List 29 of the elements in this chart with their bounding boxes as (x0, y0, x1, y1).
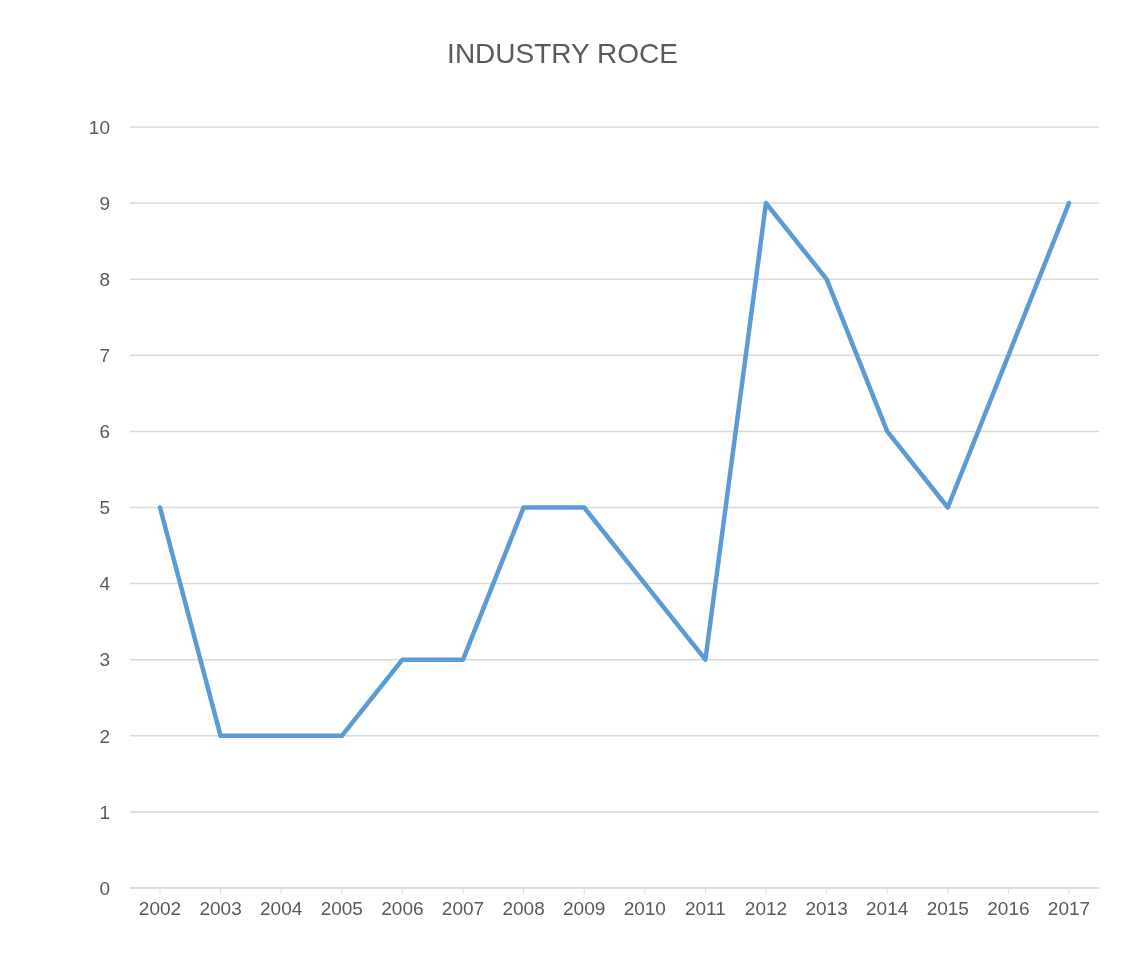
x-tick-label: 2006 (381, 898, 424, 920)
x-tick-label: 2012 (744, 898, 788, 920)
x-tick-label: 2015 (926, 898, 969, 920)
y-tick-label: 2 (99, 725, 110, 747)
y-tick-label: 7 (99, 345, 110, 367)
x-tick-label: 2004 (260, 898, 303, 920)
y-tick-label: 10 (88, 116, 110, 138)
x-tick-label: 2002 (138, 898, 182, 920)
y-tick-label: 9 (99, 192, 110, 214)
y-tick-label: 5 (99, 497, 110, 519)
y-tick-label: 0 (99, 877, 110, 899)
y-tick-label: 4 (99, 573, 111, 595)
x-tick-label: 2008 (502, 898, 545, 920)
y-tick-label: 8 (99, 268, 110, 290)
x-tick-label: 2011 (684, 898, 726, 920)
x-tick-label: 2003 (199, 898, 242, 920)
chart-title: INDUSTRY ROCE (446, 38, 679, 70)
x-tick-label: 2014 (866, 898, 909, 920)
line-series (157, 200, 1072, 739)
y-tick-label: 3 (99, 649, 110, 671)
x-tick-label: 2007 (441, 898, 485, 920)
x-tick-label: 2016 (987, 898, 1030, 920)
y-tick-label: 1 (99, 801, 110, 823)
x-tick-label: 2010 (623, 898, 666, 920)
x-tick-label: 2009 (563, 898, 606, 920)
x-tick-label: 2005 (320, 898, 363, 920)
y-tick-label: 6 (99, 421, 110, 443)
x-tick-label: 2013 (805, 898, 848, 920)
x-tick-label: 2017 (1047, 898, 1091, 920)
